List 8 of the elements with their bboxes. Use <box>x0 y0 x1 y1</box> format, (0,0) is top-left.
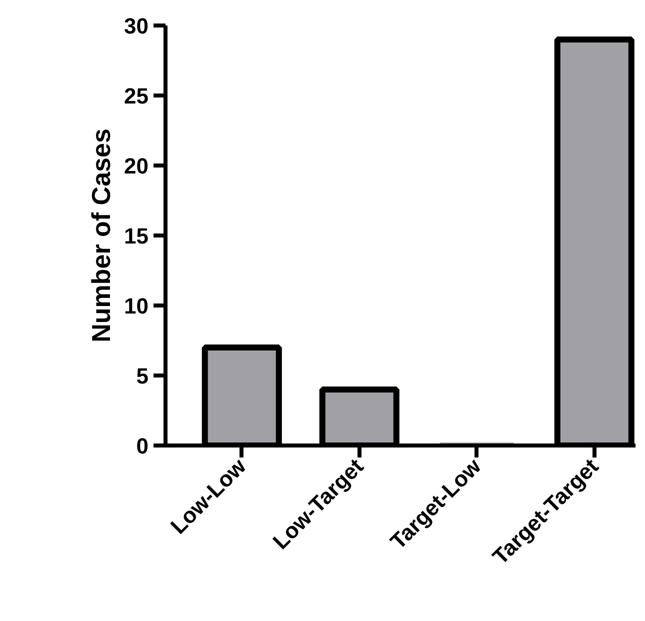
y-tick-label: 30 <box>124 14 149 38</box>
y-tick-label: 0 <box>136 434 149 458</box>
y-tick-label: 20 <box>124 154 149 178</box>
y-tick-label: 15 <box>124 224 149 248</box>
y-axis-title: Number of Cases <box>86 128 116 342</box>
y-tick-label: 5 <box>136 364 149 388</box>
y-tick-label: 25 <box>124 84 149 108</box>
y-tick-label: 10 <box>124 294 149 318</box>
